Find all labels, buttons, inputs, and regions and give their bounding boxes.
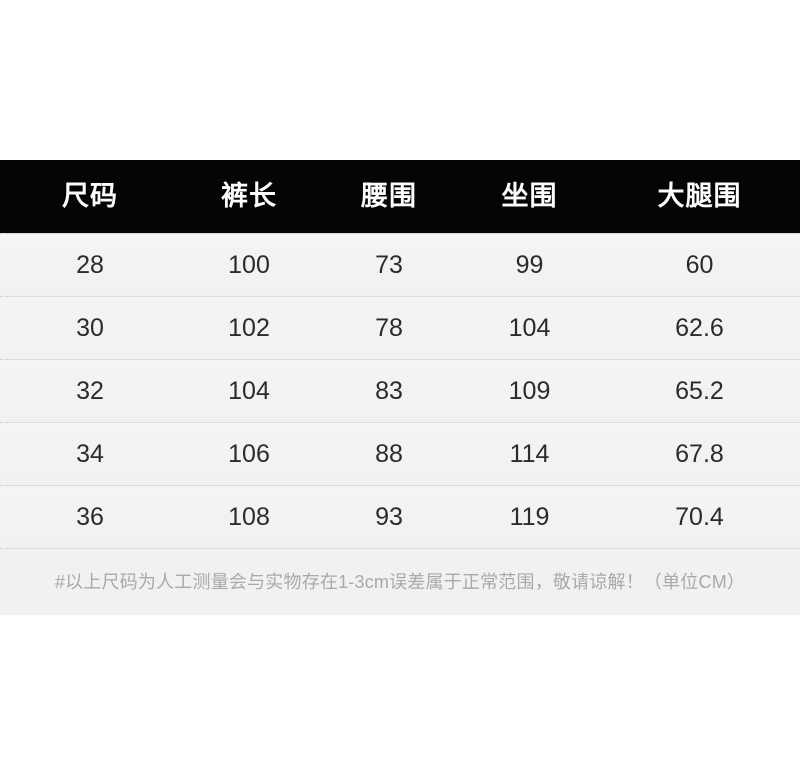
cell-waist: 78 bbox=[375, 313, 403, 342]
table-row: 36 108 93 119 70.4 bbox=[0, 485, 800, 548]
cell-thigh: 65.2 bbox=[675, 376, 724, 405]
cell-length: 102 bbox=[228, 313, 270, 342]
cell-hip: 104 bbox=[508, 313, 551, 342]
cell-hip: 114 bbox=[509, 439, 550, 468]
cell-waist: 88 bbox=[375, 439, 403, 468]
cell-thigh: 62.6 bbox=[675, 313, 724, 342]
cell-thigh: 67.8 bbox=[675, 439, 724, 468]
table-header-row: 尺码 裤长 腰围 坐围 大腿围 bbox=[0, 160, 800, 233]
table-body: 28 100 73 99 60 30 102 78 104 62.6 32 10… bbox=[0, 233, 800, 548]
cell-thigh: 60 bbox=[685, 250, 714, 279]
table-row: 30 102 78 104 62.6 bbox=[0, 296, 800, 359]
cell-size: 34 bbox=[76, 439, 104, 468]
cell-size: 32 bbox=[76, 376, 104, 405]
cell-length: 104 bbox=[228, 376, 270, 405]
table-row: 28 100 73 99 60 bbox=[0, 233, 800, 296]
column-header-waist: 腰围 bbox=[361, 181, 417, 211]
table-row: 34 106 88 114 67.8 bbox=[0, 422, 800, 485]
column-header-thigh: 大腿围 bbox=[657, 181, 742, 211]
cell-length: 108 bbox=[228, 502, 270, 531]
cell-waist: 83 bbox=[375, 376, 403, 405]
cell-hip: 119 bbox=[509, 502, 550, 531]
cell-length: 106 bbox=[228, 439, 270, 468]
cell-hip: 109 bbox=[508, 376, 551, 405]
cell-waist: 93 bbox=[375, 502, 403, 531]
column-header-size: 尺码 bbox=[62, 181, 118, 211]
cell-hip: 99 bbox=[515, 250, 544, 279]
table-row: 32 104 83 109 65.2 bbox=[0, 359, 800, 422]
column-header-length: 裤长 bbox=[221, 181, 277, 211]
size-chart-table: 尺码 裤长 腰围 坐围 大腿围 28 100 73 99 60 30 102 7… bbox=[0, 160, 800, 615]
cell-size: 30 bbox=[76, 313, 104, 342]
column-header-hip: 坐围 bbox=[501, 181, 558, 211]
cell-thigh: 70.4 bbox=[675, 502, 724, 531]
cell-size: 28 bbox=[76, 250, 104, 279]
cell-length: 100 bbox=[228, 250, 270, 279]
measurement-disclaimer-text: #以上尺码为人工测量会与实物存在1-3cm误差属于正常范围，敬请谅解！（单位CM… bbox=[54, 572, 746, 592]
cell-size: 36 bbox=[76, 502, 104, 531]
measurement-disclaimer: #以上尺码为人工测量会与实物存在1-3cm误差属于正常范围，敬请谅解！（单位CM… bbox=[0, 548, 800, 615]
cell-waist: 73 bbox=[375, 250, 403, 279]
